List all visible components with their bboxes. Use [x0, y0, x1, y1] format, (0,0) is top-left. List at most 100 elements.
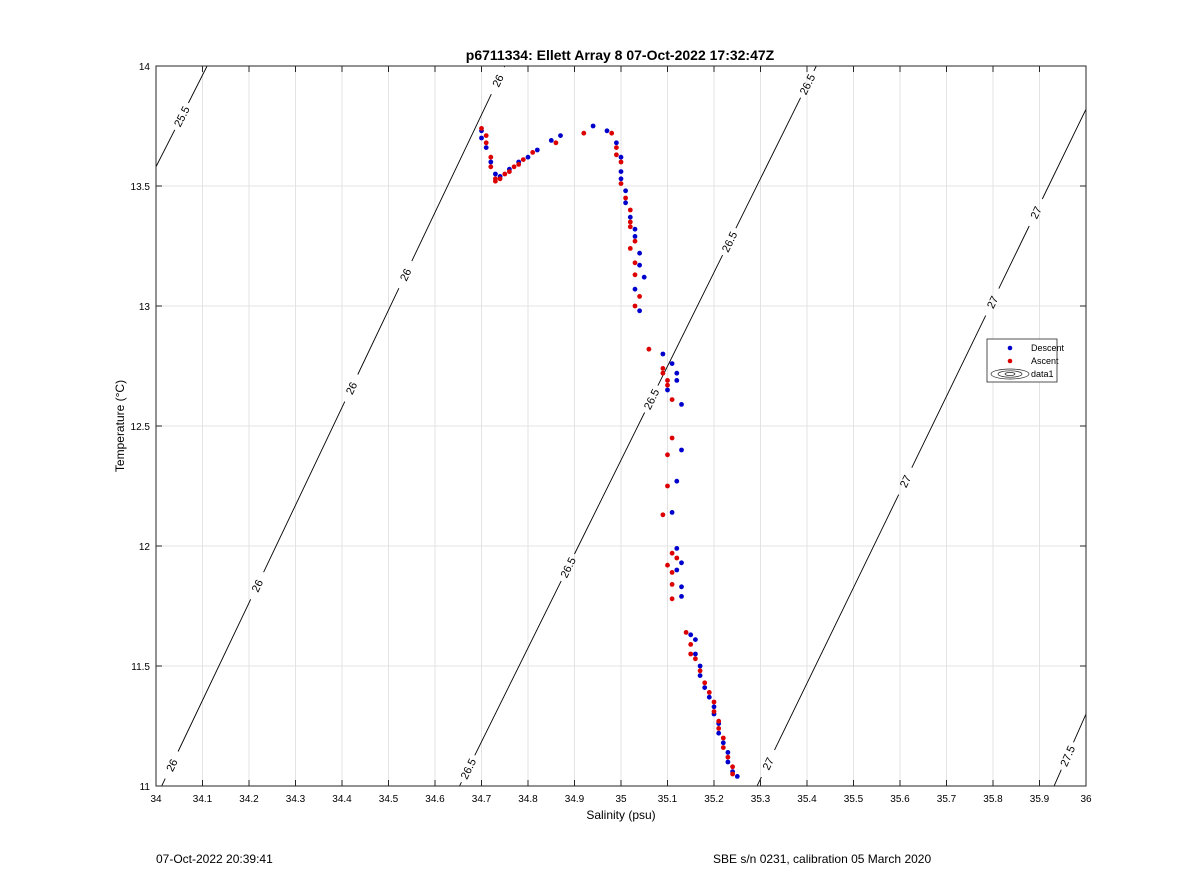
contour-label: 26 [165, 757, 181, 773]
ascent-point [716, 726, 722, 731]
density-contour-line [1053, 713, 1086, 786]
ascent-point [711, 699, 717, 705]
descent-point [720, 740, 726, 746]
descent-point [693, 651, 698, 657]
y-tick-label: 14 [139, 62, 151, 73]
ascent-point [632, 303, 638, 309]
descent-point [734, 774, 740, 779]
y-axis-ticks: 11 11.5 12 12.5 13 13.5 14 [131, 62, 1086, 793]
x-axis-ticks: 34 34.1 34.2 34.3 34.4 34.5 34.6 34.7 34.8 34.9 35… [150, 66, 1092, 805]
ascent-point [665, 378, 670, 383]
contour-label: 26 [250, 578, 266, 594]
descent-point [688, 632, 694, 638]
ascent-point [669, 570, 675, 575]
descent-point [614, 140, 619, 146]
descent-point [632, 286, 638, 292]
density-contour-line [156, 66, 208, 168]
ascent-point [669, 550, 675, 556]
ascent-point [725, 754, 731, 760]
x-tick-label: 35 [615, 794, 627, 805]
x-tick-label: 34.6 [425, 794, 445, 805]
legend-ascent-label: Ascent [1031, 356, 1059, 366]
legend-ascent-marker [1007, 358, 1013, 364]
ascent-point [660, 366, 666, 371]
density-contour-line [756, 109, 1086, 786]
ascent-point [683, 630, 689, 635]
ascent-point [669, 435, 675, 441]
ascent-point [716, 718, 722, 724]
ascent-point [627, 219, 633, 225]
ascent-point [688, 651, 694, 657]
ascent-point [609, 130, 615, 136]
footer-timestamp: 07-Oct-2022 20:39:41 [156, 852, 273, 866]
ascent-point [730, 771, 735, 777]
ascent-point [618, 181, 624, 187]
descent-point [637, 308, 642, 314]
ascent-point [720, 735, 726, 741]
ascent-point [623, 195, 628, 201]
ascent-point [697, 668, 703, 674]
ascent-point [507, 169, 512, 175]
ascent-point [637, 294, 642, 299]
descent-point [725, 759, 731, 765]
density-contour-line [161, 66, 506, 786]
descent-point [679, 560, 684, 566]
ascent-point [665, 452, 670, 458]
ascent-point [581, 130, 587, 136]
descent-point [679, 584, 684, 590]
descent-point [604, 128, 610, 134]
chart-title: p6711334: Ellett Array 8 07-Oct-2022 17:… [466, 47, 775, 63]
contour-label: 27.5 [1058, 744, 1078, 768]
ascent-point [627, 246, 633, 251]
descent-point [665, 387, 670, 393]
x-tick-label: 34.4 [332, 794, 352, 805]
descent-point [679, 594, 684, 599]
ascent-point [688, 642, 694, 647]
descent-point [558, 133, 563, 139]
contour-label: 26 [398, 267, 414, 283]
descent-point [548, 138, 554, 143]
x-tick-label: 34.7 [472, 794, 492, 805]
ascent-point [553, 140, 559, 146]
ascent-point [660, 370, 666, 376]
x-tick-label: 35.6 [890, 794, 910, 805]
x-tick-label: 35.9 [1030, 794, 1050, 805]
contour-label: 27 [898, 474, 914, 490]
descent-point [669, 510, 675, 515]
descent-point [488, 159, 494, 165]
descent-point [711, 704, 717, 710]
descent-point [679, 447, 684, 453]
descent-point [725, 750, 731, 755]
descent-point [618, 176, 624, 182]
y-tick-label: 12 [139, 542, 151, 553]
descent-point [618, 154, 624, 160]
contour-label: 26.5 [798, 72, 818, 97]
contour-label: 26 [491, 73, 507, 89]
x-tick-label: 35.8 [983, 794, 1003, 805]
x-tick-label: 34 [150, 794, 162, 805]
descent-point [534, 147, 540, 153]
descent-point [674, 378, 680, 383]
x-tick-label: 35.4 [797, 794, 817, 805]
contour-label: 27 [985, 294, 1001, 310]
x-tick-label: 35.5 [844, 794, 864, 805]
ascent-point [665, 382, 670, 388]
ascent-point [618, 159, 624, 165]
descent-point [693, 637, 698, 642]
ascent-point [493, 178, 498, 184]
contour-label: 27 [761, 756, 777, 772]
ascent-point [706, 690, 712, 695]
x-tick-label: 34.1 [193, 794, 213, 805]
ascent-point [669, 397, 675, 402]
descent-point [660, 351, 666, 357]
contour-label: 27 [1029, 205, 1045, 221]
descent-point [697, 673, 703, 678]
contour-label: 26.5 [559, 556, 579, 581]
descent-point [632, 226, 638, 232]
legend-contour-label: data1 [1031, 369, 1054, 379]
ascent-point [530, 150, 536, 155]
x-tick-label: 36 [1080, 794, 1092, 805]
ascent-point [483, 133, 489, 139]
contour-label: 25.5 [172, 105, 192, 130]
x-tick-label: 35.7 [937, 794, 957, 805]
